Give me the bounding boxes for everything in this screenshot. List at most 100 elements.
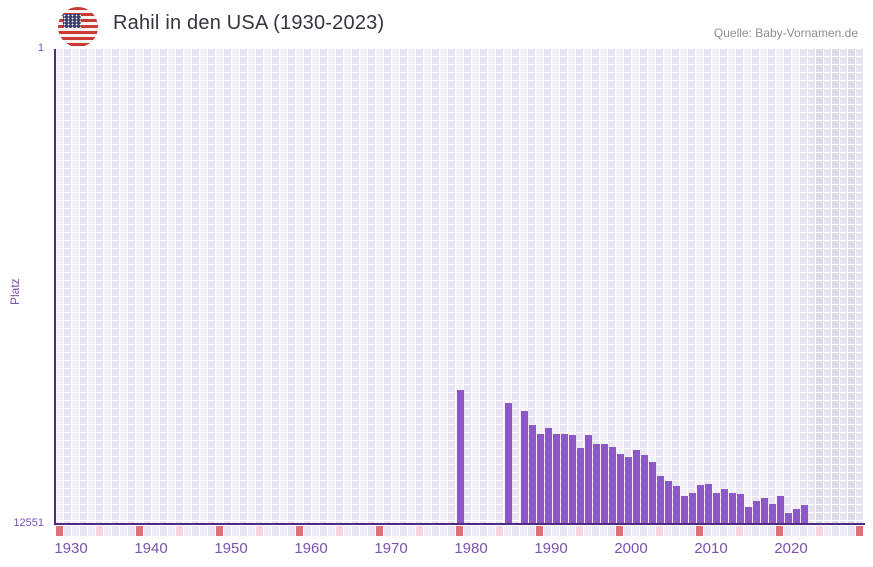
bar-2001[interactable] <box>624 456 632 524</box>
bar-2019[interactable] <box>768 503 776 524</box>
strip-year-cell <box>360 526 367 536</box>
bar-2011[interactable] <box>704 483 712 524</box>
bar-2008[interactable] <box>680 496 688 524</box>
y-axis-line <box>54 49 56 524</box>
bar-1997[interactable] <box>592 444 600 524</box>
strip-decade-marker <box>296 526 303 536</box>
grid-column <box>728 49 736 524</box>
grid-column <box>152 49 160 524</box>
bar-2007[interactable] <box>672 486 680 524</box>
grid-column <box>824 49 832 524</box>
strip-year-cell <box>752 526 759 536</box>
strip-year-cell <box>304 526 311 536</box>
grid-column <box>688 49 696 524</box>
bar-2003[interactable] <box>640 455 648 524</box>
bar-2017[interactable] <box>752 500 760 524</box>
grid-column <box>424 49 432 524</box>
y-tick-top: 1 <box>37 42 44 54</box>
bar-1991[interactable] <box>544 428 552 524</box>
strip-year-cell <box>624 526 631 536</box>
strip-year-cell <box>280 526 287 536</box>
grid-column <box>384 49 392 524</box>
grid-column <box>496 49 504 524</box>
strip-decade-marker <box>696 526 703 536</box>
bar-2012[interactable] <box>712 493 720 524</box>
grid-column <box>320 49 328 524</box>
bar-2022[interactable] <box>792 509 800 524</box>
bar-2005[interactable] <box>656 475 664 524</box>
strip-year-cell <box>576 526 583 536</box>
strip-year-cell <box>64 526 71 536</box>
strip-year-cell <box>736 526 743 536</box>
bar-1998[interactable] <box>600 444 608 524</box>
strip-year-cell <box>544 526 551 536</box>
grid-column <box>736 49 744 524</box>
x-tick-label: 1950 <box>214 540 248 557</box>
strip-decade-marker <box>456 526 463 536</box>
strip-year-cell <box>400 526 407 536</box>
grid-column <box>432 49 440 524</box>
grid-column <box>616 49 624 524</box>
bar-2002[interactable] <box>632 450 640 524</box>
strip-year-cell <box>552 526 559 536</box>
bar-2020[interactable] <box>776 495 784 524</box>
chart-plot-area <box>56 49 865 524</box>
strip-year-cell <box>480 526 487 536</box>
grid-column <box>768 49 776 524</box>
bar-1996[interactable] <box>584 434 592 524</box>
x-tick-label: 1960 <box>294 540 328 557</box>
strip-year-cell <box>224 526 231 536</box>
grid-column <box>800 49 808 524</box>
grid-column <box>328 49 336 524</box>
us-flag-icon <box>58 7 98 47</box>
bar-1989[interactable] <box>528 424 536 524</box>
strip-year-cell <box>264 526 271 536</box>
bar-1980[interactable] <box>456 390 464 524</box>
strip-year-cell <box>848 526 855 536</box>
grid-column <box>360 49 368 524</box>
bar-1993[interactable] <box>560 433 568 524</box>
bar-2018[interactable] <box>760 497 768 524</box>
bar-2000[interactable] <box>616 454 624 524</box>
bar-2016[interactable] <box>744 506 752 524</box>
bar-1999[interactable] <box>608 447 616 524</box>
bar-2014[interactable] <box>728 492 736 524</box>
grid-column <box>648 49 656 524</box>
grid-column <box>160 49 168 524</box>
bar-2021[interactable] <box>784 512 792 524</box>
bar-2010[interactable] <box>696 485 704 524</box>
bar-1988[interactable] <box>520 411 528 524</box>
bar-2009[interactable] <box>688 493 696 524</box>
strip-year-cell <box>680 526 687 536</box>
strip-year-cell <box>160 526 167 536</box>
grid-column <box>344 49 352 524</box>
strip-year-cell <box>528 526 535 536</box>
strip-year-cell <box>72 526 79 536</box>
grid-column <box>336 49 344 524</box>
bar-1995[interactable] <box>576 447 584 524</box>
grid-column <box>368 49 376 524</box>
bar-1990[interactable] <box>536 433 544 524</box>
bar-2015[interactable] <box>736 494 744 524</box>
grid-column <box>224 49 232 524</box>
x-axis-line <box>54 523 865 525</box>
bar-2004[interactable] <box>648 461 656 524</box>
bar-2023[interactable] <box>800 504 808 524</box>
grid-column <box>280 49 288 524</box>
bar-2013[interactable] <box>720 488 728 524</box>
grid-column <box>808 49 816 524</box>
bar-1992[interactable] <box>552 433 560 524</box>
grid-column <box>488 49 496 524</box>
grid-column <box>448 49 456 524</box>
bar-2006[interactable] <box>664 481 672 524</box>
bar-1986[interactable] <box>504 402 512 524</box>
strip-year-cell <box>96 526 103 536</box>
grid-column <box>72 49 80 524</box>
strip-decade-marker <box>776 526 783 536</box>
grid-column <box>128 49 136 524</box>
grid-column <box>80 49 88 524</box>
strip-year-cell <box>704 526 711 536</box>
strip-year-cell <box>712 526 719 536</box>
bar-1994[interactable] <box>568 435 576 524</box>
strip-year-cell <box>472 526 479 536</box>
